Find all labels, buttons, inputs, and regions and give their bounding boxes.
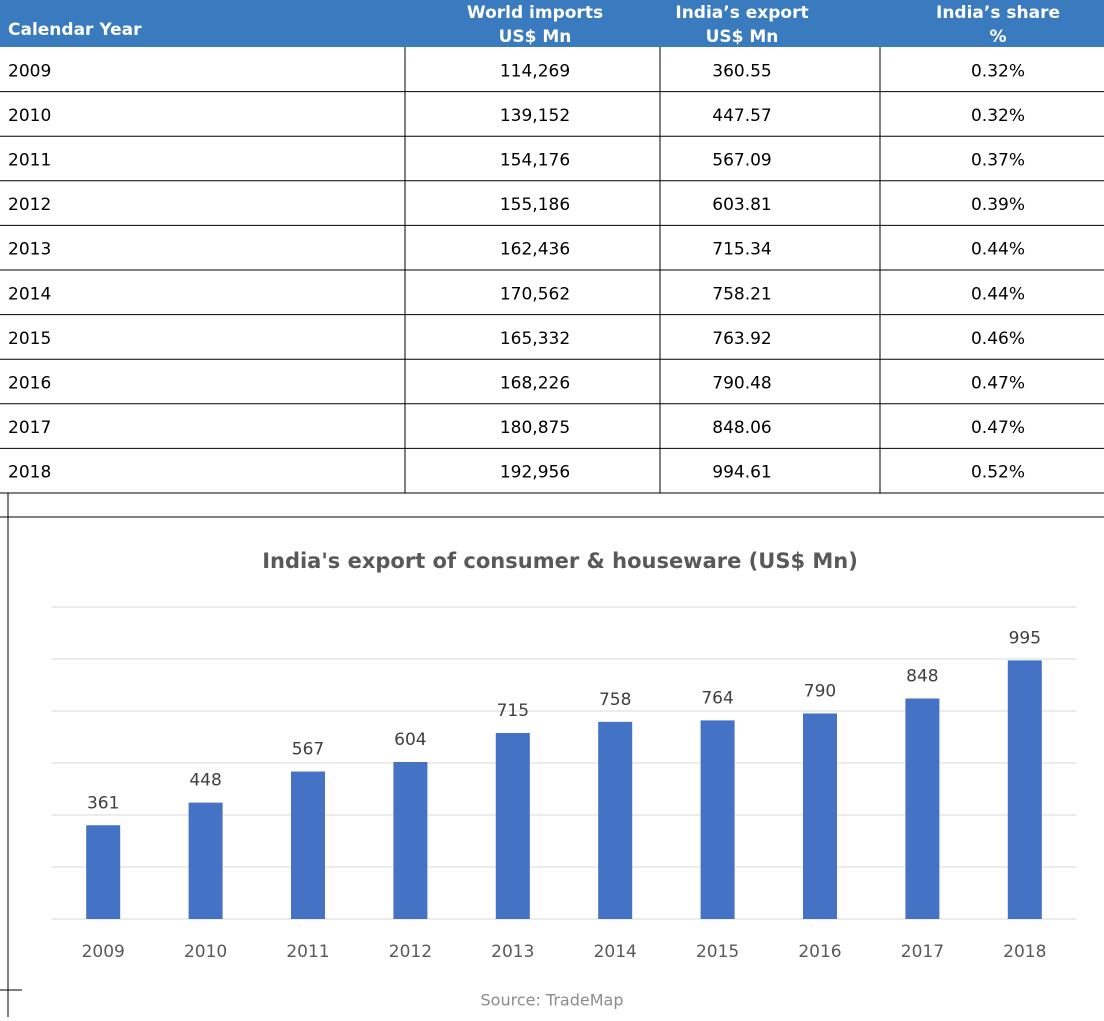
table-cell: 155,186 bbox=[500, 195, 570, 215]
table-cell: 2009 bbox=[8, 61, 51, 81]
table-cell: 447.57 bbox=[712, 106, 771, 126]
table-cell: 758.21 bbox=[712, 284, 771, 304]
x-tick-label: 2015 bbox=[696, 942, 739, 962]
bar bbox=[393, 762, 428, 919]
bar bbox=[803, 713, 837, 919]
bar bbox=[598, 721, 633, 919]
data-label: 361 bbox=[87, 793, 119, 813]
table-cell: 994.61 bbox=[712, 463, 771, 483]
table-cell: 0.32% bbox=[971, 61, 1025, 81]
table-cell: 2011 bbox=[8, 151, 51, 171]
header-cell: US$ Mn bbox=[499, 27, 572, 47]
table-cell: 192,956 bbox=[500, 463, 570, 483]
x-tick-label: 2010 bbox=[184, 942, 227, 962]
table-cell: 2012 bbox=[8, 195, 51, 215]
table-cell: 2014 bbox=[8, 284, 51, 304]
bar bbox=[495, 733, 530, 919]
table-cell: 0.46% bbox=[971, 329, 1025, 349]
table-cell: 2015 bbox=[8, 329, 51, 349]
table-cell: 0.47% bbox=[971, 418, 1025, 438]
header-cell: Calendar Year bbox=[8, 20, 142, 40]
table-cell: 763.92 bbox=[712, 329, 771, 349]
table-cell: 0.32% bbox=[971, 106, 1025, 126]
x-tick-label: 2016 bbox=[798, 942, 841, 962]
table-cell: 2017 bbox=[8, 418, 51, 438]
table-header bbox=[0, 0, 1104, 47]
data-label: 758 bbox=[599, 690, 631, 710]
data-label: 567 bbox=[292, 740, 324, 760]
table-cell: 170,562 bbox=[500, 284, 570, 304]
table-cell: 0.44% bbox=[971, 284, 1025, 304]
table-cell: 360.55 bbox=[712, 61, 771, 81]
bar bbox=[86, 825, 121, 919]
data-label: 790 bbox=[804, 681, 836, 701]
bar bbox=[700, 720, 735, 919]
x-tick-label: 2012 bbox=[389, 942, 432, 962]
table-cell: 139,152 bbox=[500, 106, 570, 126]
bar bbox=[188, 802, 223, 919]
x-tick-label: 2013 bbox=[491, 942, 534, 962]
table-cell: 168,226 bbox=[500, 374, 570, 394]
data-label: 715 bbox=[497, 701, 529, 721]
header-cell: India’s export bbox=[675, 3, 808, 23]
header-cell: World imports bbox=[467, 3, 603, 23]
data-label: 848 bbox=[906, 667, 938, 687]
table-cell: 114,269 bbox=[500, 61, 570, 81]
data-label: 448 bbox=[189, 771, 221, 791]
table-cell: 2018 bbox=[8, 463, 51, 483]
table-cell: 790.48 bbox=[712, 374, 771, 394]
bar bbox=[905, 698, 940, 919]
x-tick-label: 2018 bbox=[1003, 942, 1046, 962]
table-cell: 0.44% bbox=[971, 240, 1025, 260]
header-cell: India’s share bbox=[936, 3, 1060, 23]
x-tick-label: 2011 bbox=[286, 942, 329, 962]
data-label: 604 bbox=[394, 730, 426, 750]
table-cell: 154,176 bbox=[500, 151, 570, 171]
header-cell: US$ Mn bbox=[706, 27, 779, 47]
chart-title: India's export of consumer & houseware (… bbox=[262, 549, 858, 573]
bar bbox=[291, 771, 325, 919]
table-cell: 715.34 bbox=[712, 240, 771, 260]
table-cell: 2016 bbox=[8, 374, 51, 394]
source-note: Source: TradeMap bbox=[481, 991, 624, 1010]
table-cell: 0.37% bbox=[971, 151, 1025, 171]
x-tick-label: 2009 bbox=[82, 942, 125, 962]
data-label: 764 bbox=[701, 688, 733, 708]
x-tick-label: 2017 bbox=[901, 942, 944, 962]
table-cell: 0.52% bbox=[971, 463, 1025, 483]
table-cell: 567.09 bbox=[712, 151, 771, 171]
table-cell: 2013 bbox=[8, 240, 51, 260]
table-cell: 0.47% bbox=[971, 374, 1025, 394]
table-cell: 162,436 bbox=[500, 240, 570, 260]
table-cell: 848.06 bbox=[712, 418, 771, 438]
table-cell: 180,875 bbox=[500, 418, 570, 438]
table-cell: 603.81 bbox=[712, 195, 771, 215]
table-cell: 165,332 bbox=[500, 329, 570, 349]
table-cell: 2010 bbox=[8, 106, 51, 126]
header-cell: % bbox=[989, 27, 1006, 47]
bar bbox=[1007, 660, 1042, 919]
data-label: 995 bbox=[1009, 628, 1041, 648]
table-cell: 0.39% bbox=[971, 195, 1025, 215]
x-tick-label: 2014 bbox=[594, 942, 637, 962]
